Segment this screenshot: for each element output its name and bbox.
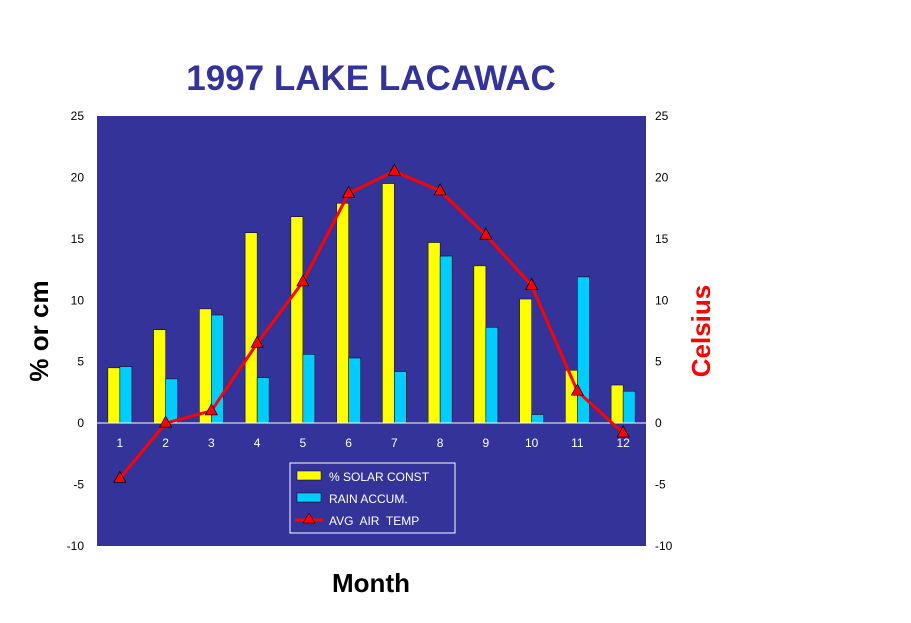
y2-tick-label: 20 [655,170,669,184]
y-axis-title: % or cm [24,280,54,381]
plot-area [97,116,646,546]
bar-solar-6 [336,202,349,424]
temperature-point-8 [433,183,447,196]
temperature-line [118,169,625,480]
temperature-point-5 [296,274,310,287]
y2-tick-label: -5 [655,478,666,492]
legend: % SOLAR CONST RAIN ACCUM. AVG AIR TEMP [289,462,456,534]
bar-rain-9 [485,327,499,424]
legend-swatch-rain [296,492,322,503]
x-tick-label-10: 10 [525,436,539,450]
y2-tick-label: 5 [655,355,662,369]
bar-rain-2 [165,378,178,424]
y-tick-label: 10 [71,293,85,307]
legend-label-temp: AVG AIR TEMP [329,514,419,528]
bar-rain-10 [531,414,544,424]
y-tick-label: 25 [71,109,85,123]
bar-rain-8 [439,255,453,424]
bar-rain-6 [348,357,361,424]
x-tick-label-11: 11 [571,436,584,450]
bars-layer [107,183,636,424]
x-tick-label-7: 7 [391,436,398,450]
x-tick-label-4: 4 [254,436,261,450]
legend-swatch-temp-marker [302,512,316,524]
chart-title: 1997 LAKE LACAWAC [186,59,556,98]
x-tick-label-3: 3 [208,436,215,450]
temperature-point-7 [387,163,401,176]
y-tick-labels: 25 20 15 10 5 0 -5 -10 [67,109,85,553]
temperature-point-10 [525,277,539,290]
x-tick-label-2: 2 [162,436,169,450]
temperature-point-4 [250,335,264,348]
x-tick-label-8: 8 [437,436,444,450]
x-tick-label-5: 5 [300,436,307,450]
temperature-point-6 [342,185,356,198]
y-tick-label: -10 [67,539,85,553]
bar-solar-2 [153,329,166,424]
bar-solar-8 [427,242,441,424]
temperature-point-2 [159,415,173,428]
temperature-line-layer [113,163,630,483]
bar-solar-12 [610,384,624,424]
y2-tick-label: 10 [655,293,669,307]
legend-label-solar: % SOLAR CONST [329,470,430,484]
bar-solar-3 [199,308,212,424]
x-axis-title: Month [332,568,410,598]
y2-tick-label: -10 [655,539,673,553]
bar-rain-4 [256,377,270,424]
temperature-point-12 [616,425,630,438]
temperature-point-1 [113,470,127,483]
y-tick-label: 0 [77,416,84,430]
y-tick-label: 5 [77,355,84,369]
temperature-point-9 [479,227,493,240]
bar-solar-4 [244,232,258,424]
legend-swatch-solar [296,470,322,481]
bar-rain-1 [119,366,133,424]
legend-box [289,462,456,534]
bar-solar-7 [382,183,395,424]
y2-tick-label: 25 [655,109,669,123]
y2-tick-label: 15 [655,232,669,246]
y-tick-label: 15 [71,232,85,246]
y2-tick-label: 0 [655,416,662,430]
bar-rain-7 [394,371,407,424]
y-tick-label: 20 [71,170,85,184]
x-tick-label-1: 1 [117,436,124,450]
bar-solar-1 [107,367,121,424]
temperature-point-3 [204,403,218,416]
x-tick-label-12: 12 [616,436,630,450]
y-tick-label: -5 [73,478,84,492]
y2-tick-labels: 25 20 15 10 5 0 -5 -10 [655,109,673,553]
bar-rain-12 [622,390,636,424]
y2-axis-title: Celsius [686,285,716,378]
temperature-point-11 [570,383,584,396]
bar-solar-9 [473,265,487,424]
bar-solar-5 [290,216,304,424]
legend-label-rain: RAIN ACCUM. [329,492,408,506]
x-tick-labels: 1 2 3 4 5 6 7 8 9 10 11 12 [117,436,631,450]
bar-rain-5 [302,354,316,424]
x-tick-label-9: 9 [483,436,490,450]
x-tick-label-6: 6 [345,436,352,450]
bar-solar-10 [519,298,532,424]
